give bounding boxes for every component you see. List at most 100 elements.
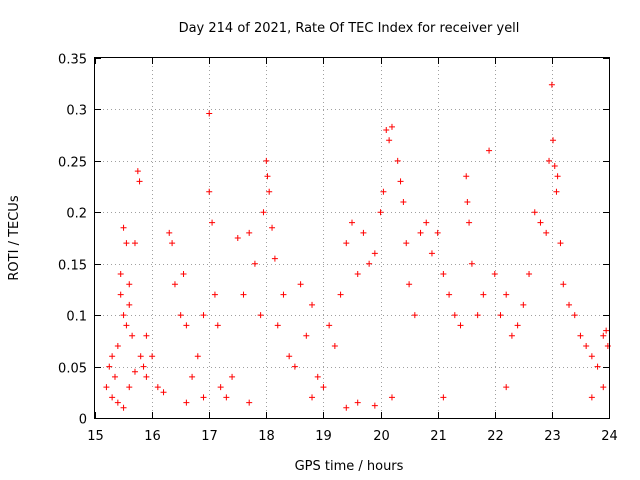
data-point xyxy=(434,229,441,236)
data-point xyxy=(588,353,595,360)
data-point xyxy=(514,322,521,329)
data-point xyxy=(126,384,133,391)
data-point xyxy=(550,137,557,144)
data-point xyxy=(394,157,401,164)
data-point xyxy=(366,260,373,267)
data-point xyxy=(291,363,298,370)
data-point xyxy=(428,250,435,257)
data-point xyxy=(411,312,418,319)
data-point xyxy=(560,281,567,288)
data-point xyxy=(377,209,384,216)
data-point xyxy=(331,343,338,349)
y-tick-label: 0.05 xyxy=(58,362,87,377)
data-point xyxy=(566,301,573,308)
data-point xyxy=(211,291,218,298)
y-tick-label: 0.25 xyxy=(58,156,87,171)
data-point xyxy=(537,219,544,226)
data-point xyxy=(349,219,355,226)
data-point xyxy=(320,384,327,391)
data-point xyxy=(406,281,413,288)
data-point xyxy=(603,327,610,334)
data-point xyxy=(183,399,190,406)
data-point xyxy=(180,271,187,277)
data-point xyxy=(343,404,350,411)
data-point xyxy=(337,291,344,298)
chart-title: Day 214 of 2021, Rate Of TEC Index for r… xyxy=(179,21,520,36)
data-point xyxy=(240,291,247,298)
data-point xyxy=(114,399,121,406)
data-point xyxy=(126,281,133,288)
data-point xyxy=(286,353,293,360)
data-point xyxy=(503,291,510,298)
data-point xyxy=(474,312,481,319)
data-point xyxy=(297,281,304,288)
data-point xyxy=(417,229,424,236)
data-point xyxy=(383,127,390,133)
data-point xyxy=(583,343,590,349)
data-point xyxy=(269,224,276,231)
x-tick-label: 20 xyxy=(373,429,390,444)
data-point xyxy=(131,368,138,375)
data-point xyxy=(388,123,395,130)
data-point xyxy=(266,188,273,195)
data-point xyxy=(166,229,173,236)
data-point xyxy=(137,353,144,360)
data-point xyxy=(223,394,230,401)
data-point xyxy=(143,373,150,380)
data-point xyxy=(257,312,264,319)
data-point xyxy=(120,224,127,231)
data-point xyxy=(571,312,578,319)
data-point xyxy=(246,399,253,406)
data-point xyxy=(229,373,236,380)
data-point xyxy=(543,229,550,236)
y-tick-label: 0.2 xyxy=(66,207,87,222)
data-point xyxy=(109,394,116,401)
data-point xyxy=(380,188,387,195)
data-point xyxy=(234,235,241,241)
y-tick-label: 0 xyxy=(79,413,87,428)
data-point xyxy=(468,260,475,267)
data-point xyxy=(120,404,127,411)
x-tick-label: 22 xyxy=(487,429,504,444)
data-point xyxy=(200,312,207,319)
data-point xyxy=(117,291,124,298)
data-point xyxy=(503,384,510,391)
data-point xyxy=(526,271,533,277)
data-point xyxy=(251,260,258,267)
data-point xyxy=(400,199,407,205)
data-point xyxy=(271,255,278,262)
data-point xyxy=(388,394,395,401)
data-point xyxy=(120,312,127,319)
data-point xyxy=(109,353,116,360)
data-point xyxy=(126,301,133,308)
data-point xyxy=(189,373,196,380)
data-point xyxy=(440,394,447,401)
data-point xyxy=(588,394,595,401)
data-point xyxy=(403,240,410,247)
data-point xyxy=(274,322,281,329)
x-tick-label: 18 xyxy=(258,429,275,444)
y-tick-label: 0.3 xyxy=(66,104,87,119)
data-point xyxy=(246,229,253,236)
data-point xyxy=(554,173,561,180)
data-point xyxy=(160,389,167,396)
y-axis-label: ROTI / TECUs xyxy=(7,195,22,280)
x-tick-label: 23 xyxy=(544,429,561,444)
data-point xyxy=(183,322,190,329)
x-tick-label: 15 xyxy=(87,429,104,444)
data-point xyxy=(440,271,447,277)
data-point xyxy=(463,173,470,180)
y-tick-labels: 0 0.05 0.1 0.15 0.2 0.25 0.3 0.35 xyxy=(58,53,87,428)
data-point xyxy=(143,332,150,339)
data-point xyxy=(548,81,555,88)
data-point xyxy=(520,301,527,308)
data-point xyxy=(343,240,350,247)
data-point xyxy=(446,291,453,298)
x-tick-label: 19 xyxy=(315,429,332,444)
data-point xyxy=(171,281,178,288)
data-point xyxy=(546,157,553,164)
data-point xyxy=(480,291,487,298)
data-point xyxy=(103,384,110,391)
data-point xyxy=(386,137,393,144)
